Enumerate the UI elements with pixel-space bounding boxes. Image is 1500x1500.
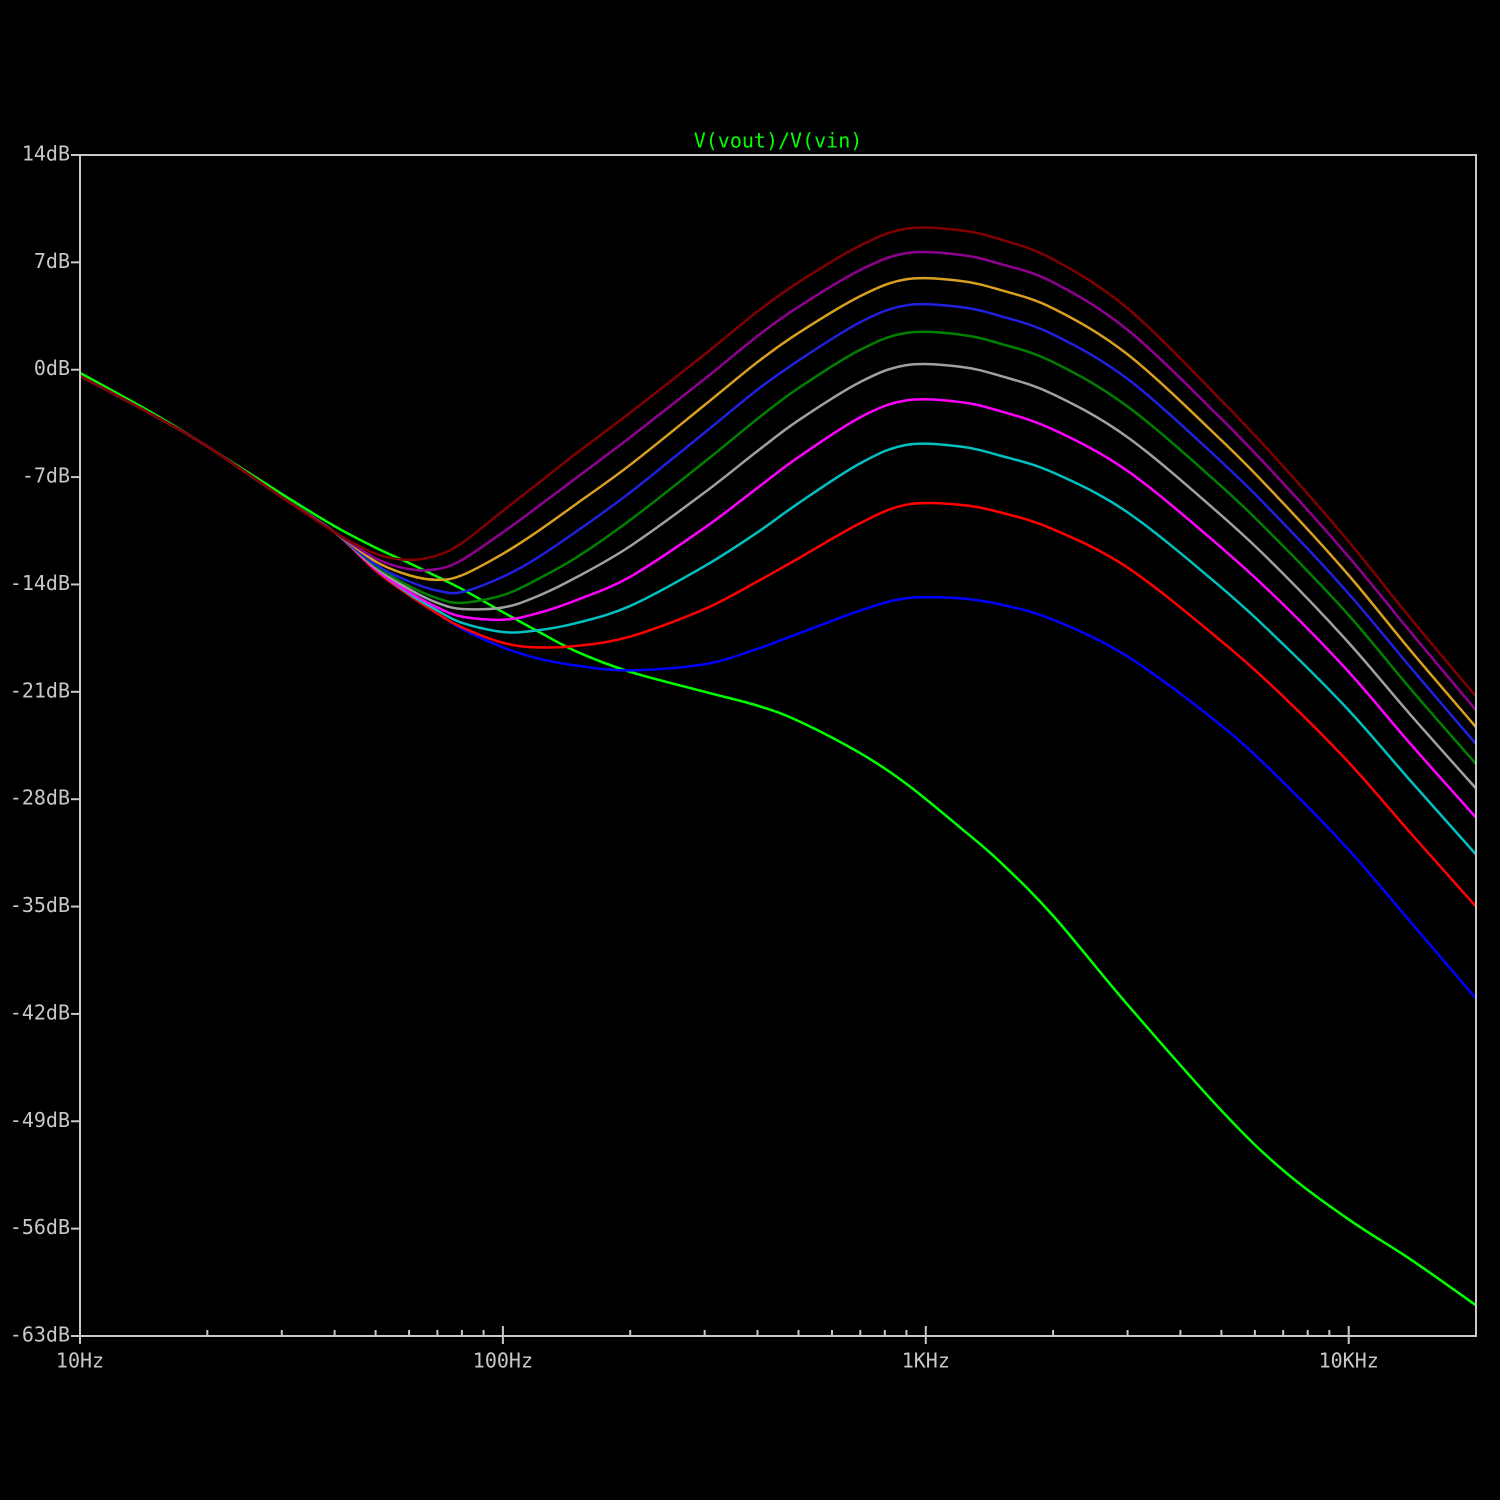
y-tick-label: -35dB [10, 893, 70, 917]
y-tick-label: -42dB [10, 1000, 70, 1024]
y-tick-label: -63dB [10, 1323, 70, 1347]
series-layer [79, 226, 1477, 1307]
x-tick-label: 10KHz [1319, 1349, 1379, 1373]
y-tick-label: -7dB [22, 464, 70, 488]
x-tick-label: 100Hz [473, 1349, 533, 1373]
chart-title: V(vout)/V(vin) [694, 129, 863, 153]
x-tick-label: 10Hz [56, 1349, 104, 1373]
y-tick-label: -28dB [10, 786, 70, 810]
y-tick-label: 7dB [34, 249, 70, 273]
y-tick-label: 14dB [22, 142, 70, 166]
x-tick-label: 1KHz [902, 1349, 950, 1373]
y-tick-label: -14dB [10, 571, 70, 595]
series-line [79, 371, 1477, 1307]
y-tick-label: -21dB [10, 678, 70, 702]
plot-frame [79, 154, 1477, 1337]
y-tick-label: -56dB [10, 1215, 70, 1239]
y-tick-label: -49dB [10, 1108, 70, 1132]
y-tick-label: 0dB [34, 356, 70, 380]
series-line [79, 226, 1477, 698]
